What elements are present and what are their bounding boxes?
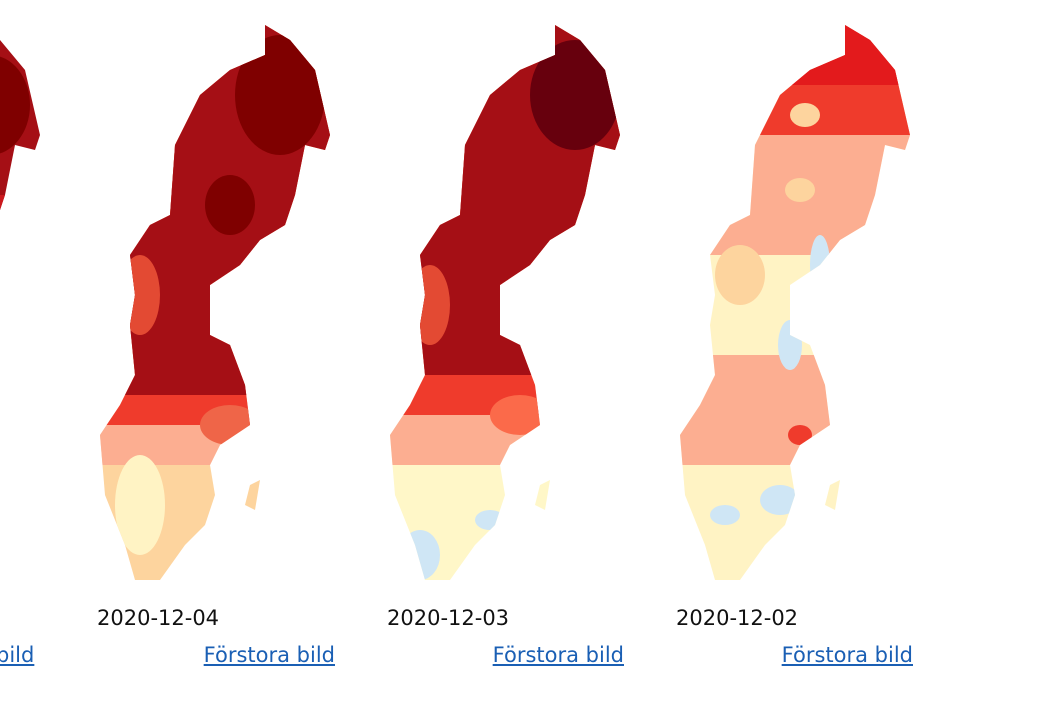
enlarge-link[interactable]: Förstora bild <box>781 643 913 667</box>
date-label: 2020-12-04 <box>97 606 220 630</box>
map <box>0 25 40 580</box>
enlarge-link[interactable]: Förstora bild <box>203 643 335 667</box>
date-label: 2020-12-02 <box>676 606 799 630</box>
map <box>100 25 330 580</box>
date-label: 2020-12-03 <box>387 606 510 630</box>
enlarge-link[interactable]: bild <box>0 643 35 667</box>
map <box>390 25 620 580</box>
map <box>680 25 910 580</box>
maps <box>0 25 910 580</box>
enlarge-link[interactable]: Förstora bild <box>492 643 624 667</box>
